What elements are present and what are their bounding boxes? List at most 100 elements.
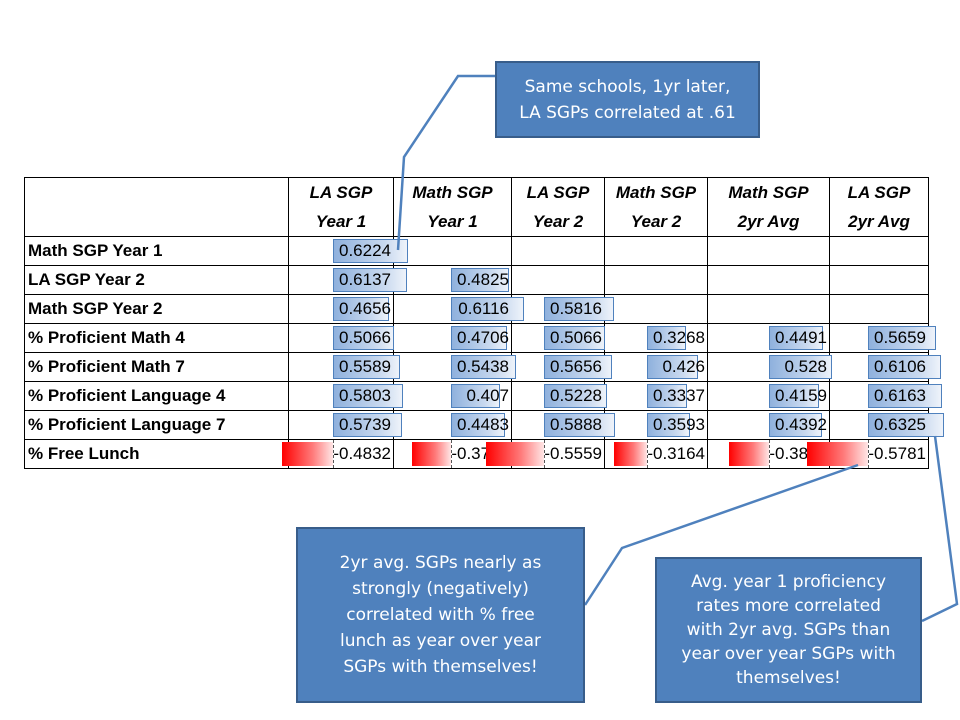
table-cell: 0.5656	[511, 352, 612, 382]
positive-data-bar	[451, 413, 505, 437]
table-cell: 0.5589	[288, 352, 400, 382]
row-label: % Proficient Math 4	[24, 323, 289, 353]
column-header-line1: Math SGP	[615, 183, 697, 202]
table-cell: 0.426	[604, 352, 708, 382]
zero-axis-line	[451, 440, 452, 468]
cell-value: 0.5739	[339, 415, 391, 434]
table-row: % Proficient Language 4 0.5803 0.407 0.5228…	[24, 381, 942, 411]
positive-data-bar	[647, 384, 687, 408]
positive-data-bar	[868, 384, 942, 408]
positive-data-bar	[769, 413, 822, 437]
table-cell	[829, 265, 929, 295]
correlation-table: LA SGP Year 1 Math SGP Year 1 LA SGP Year 2…	[24, 177, 944, 469]
zero-axis-line	[544, 440, 545, 468]
cell-value: 0.5438	[457, 357, 509, 376]
cell-value: 0.426	[662, 357, 705, 376]
cell-value: 0.5659	[874, 328, 926, 347]
column-header-line1: Math SGP	[728, 183, 809, 202]
table-row: % Proficient Language 7 0.5739 0.4483 0.588…	[24, 410, 944, 440]
positive-data-bar	[544, 384, 607, 408]
table-cell: 0.3593	[604, 410, 708, 440]
positive-data-bar	[333, 384, 403, 408]
cell-value: 0.6106	[874, 357, 926, 376]
positive-data-bar	[769, 326, 823, 350]
column-header-line1: LA SGP	[526, 183, 590, 202]
row-label: % Proficient Language 7	[24, 410, 289, 440]
positive-data-bar	[868, 355, 941, 379]
cell-value: 0.6137	[339, 270, 391, 289]
table-cell: 0.5816	[511, 294, 614, 324]
positive-data-bar	[544, 297, 614, 321]
negative-data-bar	[614, 442, 647, 466]
table-cell: -0.5781	[807, 439, 929, 469]
cell-value: -0.5559	[544, 444, 602, 463]
zero-axis-line	[769, 440, 770, 468]
cell-value: 0.6325	[874, 415, 926, 434]
positive-data-bar	[333, 326, 394, 350]
header-row: LA SGP Year 1 Math SGP Year 1 LA SGP Year 2…	[24, 177, 929, 237]
column-header-line1: LA SGP	[309, 183, 373, 202]
row-label: Math SGP Year 1	[24, 236, 289, 266]
negative-data-bar	[282, 442, 333, 466]
cell-value: -0.4832	[333, 444, 391, 463]
cell-value: 0.5066	[550, 328, 602, 347]
column-header: LA SGP Year 1	[288, 177, 394, 237]
negative-data-bar	[729, 442, 769, 466]
row-label: Math SGP Year 2	[24, 294, 289, 324]
cell-value: -0.3164	[647, 444, 705, 463]
negative-data-bar	[807, 442, 868, 466]
positive-data-bar	[333, 297, 389, 321]
zero-axis-line	[333, 440, 334, 468]
cell-value: 0.3268	[653, 328, 705, 347]
cell-value: 0.528	[784, 357, 827, 376]
cell-value: 0.5656	[550, 357, 602, 376]
positive-data-bar	[451, 268, 509, 292]
column-header-line2: Year 1	[427, 212, 478, 231]
callout-bottom-left: 2yr avg. SGPs nearly as strongly (negati…	[296, 527, 585, 703]
table-cell	[707, 236, 830, 266]
positive-data-bar	[544, 326, 605, 350]
table-cell: 0.4392	[707, 410, 830, 440]
table-cell: 0.6163	[829, 381, 942, 411]
cell-value: 0.4159	[775, 386, 827, 405]
table-cell: 0.5066	[511, 323, 605, 353]
cell-value: 0.4825	[457, 270, 509, 289]
table-cell	[604, 294, 708, 324]
table-cell	[829, 236, 929, 266]
positive-data-bar	[451, 326, 507, 350]
row-label: % Free Lunch	[24, 439, 289, 469]
cell-value: 0.6163	[874, 386, 926, 405]
positive-data-bar	[451, 355, 516, 379]
cell-value: 0.6224	[339, 241, 391, 260]
table-row: % Free Lunch -0.4832 -0.3704 -0.5559 -0.3164…	[24, 439, 929, 469]
table-cell: 0.6325	[829, 410, 944, 440]
positive-data-bar	[868, 413, 944, 437]
cell-value: 0.5066	[339, 328, 391, 347]
positive-data-bar	[647, 413, 690, 437]
table-cell: 0.6137	[288, 265, 407, 295]
table-row: Math SGP Year 2 0.4656 0.6116 0.5816	[24, 294, 929, 324]
table-cell: 0.5438	[393, 352, 516, 382]
table-cell	[604, 265, 708, 295]
column-header-line1: LA SGP	[847, 183, 911, 202]
table-cell: 0.3337	[604, 381, 708, 411]
cell-value: 0.5803	[339, 386, 391, 405]
positive-data-bar	[333, 413, 402, 437]
table-cell	[829, 294, 929, 324]
callout-top: Same schools, 1yr later, LA SGPs correla…	[495, 61, 760, 138]
callout-bottom-right-text: Avg. year 1 proficiency rates more corre…	[681, 572, 896, 688]
table-cell	[511, 265, 605, 295]
positive-data-bar	[451, 384, 500, 408]
table-cell: 0.4491	[707, 323, 830, 353]
cell-value: 0.5888	[550, 415, 602, 434]
row-label: % Proficient Language 4	[24, 381, 289, 411]
cell-value: 0.5228	[550, 386, 602, 405]
positive-data-bar	[544, 355, 612, 379]
zero-axis-line	[647, 440, 648, 468]
column-header: Math SGP Year 2	[604, 177, 708, 237]
positive-data-bar	[769, 384, 819, 408]
cell-value: 0.407	[466, 386, 509, 405]
row-label: % Proficient Math 7	[24, 352, 289, 382]
column-header: LA SGP 2yr Avg	[829, 177, 929, 237]
column-header-line2: 2yr Avg	[848, 212, 910, 231]
